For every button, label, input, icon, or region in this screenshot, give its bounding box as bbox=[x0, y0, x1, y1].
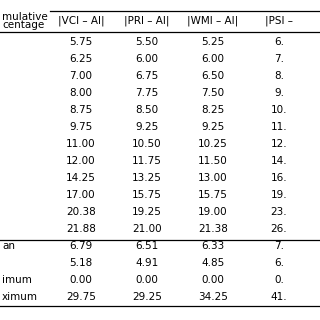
Text: 11.50: 11.50 bbox=[198, 156, 228, 166]
Text: ximum: ximum bbox=[2, 292, 38, 302]
Text: 8.75: 8.75 bbox=[69, 105, 92, 115]
Text: centage: centage bbox=[2, 20, 44, 30]
Text: 7.: 7. bbox=[274, 241, 284, 251]
Text: |PRI – AI|: |PRI – AI| bbox=[124, 16, 170, 27]
Text: 6.50: 6.50 bbox=[201, 71, 225, 81]
Text: 6.79: 6.79 bbox=[69, 241, 92, 251]
Text: 6.25: 6.25 bbox=[69, 54, 92, 64]
Text: 7.75: 7.75 bbox=[135, 88, 159, 98]
Text: 9.25: 9.25 bbox=[201, 122, 225, 132]
Text: imum: imum bbox=[2, 275, 32, 285]
Text: 14.25: 14.25 bbox=[66, 173, 96, 183]
Text: 13.00: 13.00 bbox=[198, 173, 228, 183]
Text: 6.51: 6.51 bbox=[135, 241, 159, 251]
Text: 26.: 26. bbox=[271, 224, 287, 234]
Text: 6.: 6. bbox=[274, 37, 284, 47]
Text: 29.25: 29.25 bbox=[132, 292, 162, 302]
Text: 0.00: 0.00 bbox=[136, 275, 158, 285]
Text: 0.00: 0.00 bbox=[202, 275, 224, 285]
Text: 9.75: 9.75 bbox=[69, 122, 92, 132]
Text: |WMI – AI|: |WMI – AI| bbox=[188, 16, 239, 27]
Text: 8.25: 8.25 bbox=[201, 105, 225, 115]
Text: 15.75: 15.75 bbox=[132, 190, 162, 200]
Text: 8.: 8. bbox=[274, 71, 284, 81]
Text: 4.91: 4.91 bbox=[135, 258, 159, 268]
Text: 6.00: 6.00 bbox=[202, 54, 225, 64]
Text: 11.: 11. bbox=[271, 122, 287, 132]
Text: an: an bbox=[2, 241, 15, 251]
Text: 15.75: 15.75 bbox=[198, 190, 228, 200]
Text: 6.: 6. bbox=[274, 258, 284, 268]
Text: 9.25: 9.25 bbox=[135, 122, 159, 132]
Text: 7.50: 7.50 bbox=[201, 88, 225, 98]
Text: 8.50: 8.50 bbox=[135, 105, 159, 115]
Text: 4.85: 4.85 bbox=[201, 258, 225, 268]
Text: 7.00: 7.00 bbox=[69, 71, 92, 81]
Text: 5.75: 5.75 bbox=[69, 37, 92, 47]
Text: 20.38: 20.38 bbox=[66, 207, 96, 217]
Text: 5.50: 5.50 bbox=[135, 37, 159, 47]
Text: 29.75: 29.75 bbox=[66, 292, 96, 302]
Text: 41.: 41. bbox=[271, 292, 287, 302]
Text: 14.: 14. bbox=[271, 156, 287, 166]
Text: 10.25: 10.25 bbox=[198, 139, 228, 149]
Text: 19.25: 19.25 bbox=[132, 207, 162, 217]
Text: 12.: 12. bbox=[271, 139, 287, 149]
Text: 5.25: 5.25 bbox=[201, 37, 225, 47]
Text: 6.75: 6.75 bbox=[135, 71, 159, 81]
Text: |PSI –: |PSI – bbox=[265, 16, 293, 27]
Text: 34.25: 34.25 bbox=[198, 292, 228, 302]
Text: 19.00: 19.00 bbox=[198, 207, 228, 217]
Text: 21.38: 21.38 bbox=[198, 224, 228, 234]
Text: 11.00: 11.00 bbox=[66, 139, 96, 149]
Text: 6.33: 6.33 bbox=[201, 241, 225, 251]
Text: 13.25: 13.25 bbox=[132, 173, 162, 183]
Text: 12.00: 12.00 bbox=[66, 156, 96, 166]
Text: 17.00: 17.00 bbox=[66, 190, 96, 200]
Text: 0.: 0. bbox=[274, 275, 284, 285]
Text: 8.00: 8.00 bbox=[69, 88, 92, 98]
Text: 6.00: 6.00 bbox=[135, 54, 158, 64]
Text: 5.18: 5.18 bbox=[69, 258, 92, 268]
Text: 21.00: 21.00 bbox=[132, 224, 162, 234]
Text: 0.00: 0.00 bbox=[69, 275, 92, 285]
Text: 16.: 16. bbox=[271, 173, 287, 183]
Text: |VCI – AI|: |VCI – AI| bbox=[58, 16, 104, 27]
Text: 19.: 19. bbox=[271, 190, 287, 200]
Text: 10.50: 10.50 bbox=[132, 139, 162, 149]
Text: 11.75: 11.75 bbox=[132, 156, 162, 166]
Text: 9.: 9. bbox=[274, 88, 284, 98]
Text: 23.: 23. bbox=[271, 207, 287, 217]
Text: mulative: mulative bbox=[2, 12, 48, 22]
Text: 10.: 10. bbox=[271, 105, 287, 115]
Text: 21.88: 21.88 bbox=[66, 224, 96, 234]
Text: 7.: 7. bbox=[274, 54, 284, 64]
